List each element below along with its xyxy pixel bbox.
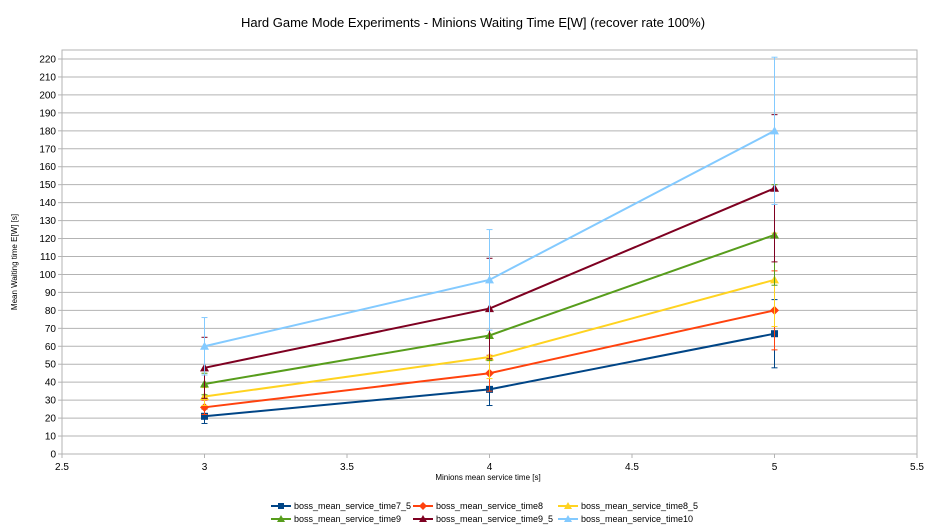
legend-label: boss_mean_service_time7_5 bbox=[294, 501, 411, 511]
legend-item: boss_mean_service_time9_5 bbox=[413, 514, 553, 524]
y-tick-label: 30 bbox=[45, 396, 57, 407]
data-point bbox=[770, 126, 779, 135]
y-tick-label: 20 bbox=[45, 414, 57, 425]
y-tick-label: 80 bbox=[45, 306, 57, 317]
y-tick-label: 0 bbox=[50, 450, 56, 461]
x-tick-label: 3 bbox=[202, 462, 208, 473]
y-tick-label: 190 bbox=[39, 108, 56, 119]
marker-diamond bbox=[419, 502, 427, 510]
x-tick-label: 5.5 bbox=[910, 462, 924, 473]
y-tick-label: 170 bbox=[39, 144, 56, 155]
y-tick-label: 200 bbox=[39, 90, 56, 101]
marker-triangle bbox=[564, 502, 572, 509]
series-boss_mean_service_time10 bbox=[200, 56, 779, 376]
y-tick-label: 70 bbox=[45, 324, 57, 335]
legend-item: boss_mean_service_time8_5 bbox=[558, 501, 698, 511]
y-tick-label: 100 bbox=[39, 270, 56, 281]
y-axis-title: Mean Waiting time E[W] [s] bbox=[10, 214, 19, 310]
x-axis-title: Minions mean service time [s] bbox=[435, 473, 540, 482]
chart-title: Hard Game Mode Experiments - Minions Wai… bbox=[241, 15, 705, 30]
y-tick-label: 90 bbox=[45, 288, 57, 299]
data-point bbox=[200, 341, 209, 350]
legend-label: boss_mean_service_time9 bbox=[294, 514, 401, 524]
y-tick-label: 60 bbox=[45, 342, 57, 353]
legend-item: boss_mean_service_time9 bbox=[271, 514, 401, 524]
y-tick-label: 120 bbox=[39, 234, 56, 245]
data-point bbox=[201, 412, 208, 420]
legend: boss_mean_service_time7_5 boss_mean_servi… bbox=[271, 501, 698, 524]
marker-triangle bbox=[277, 515, 285, 522]
y-tick-label: 50 bbox=[45, 360, 57, 371]
marker-triangle bbox=[419, 515, 427, 522]
legend-label: boss_mean_service_time8_5 bbox=[581, 501, 698, 511]
marker-triangle bbox=[564, 515, 572, 522]
x-tick-label: 5 bbox=[772, 462, 778, 473]
y-tick-label: 40 bbox=[45, 378, 57, 389]
x-tick-label: 2.5 bbox=[55, 462, 69, 473]
x-tick-label: 4.5 bbox=[625, 462, 639, 473]
x-tick-label: 4 bbox=[487, 462, 493, 473]
legend-item: boss_mean_service_time10 bbox=[558, 514, 693, 524]
tick-layer: 0 10 20 30 40 50 60 70 80 90 100 110 120 130 140 150 160… bbox=[39, 55, 924, 474]
y-tick-label: 140 bbox=[39, 198, 56, 209]
legend-label: boss_mean_service_time10 bbox=[581, 514, 693, 524]
legend-label: boss_mean_service_time8 bbox=[436, 501, 543, 511]
y-tick-label: 130 bbox=[39, 216, 56, 227]
y-tick-label: 110 bbox=[40, 252, 56, 263]
data-point bbox=[485, 275, 494, 284]
y-tick-label: 150 bbox=[39, 180, 56, 191]
legend-item: boss_mean_service_time8 bbox=[413, 501, 543, 511]
y-tick-label: 220 bbox=[39, 55, 56, 66]
y-tick-label: 160 bbox=[39, 162, 56, 173]
legend-label: boss_mean_service_time9_5 bbox=[436, 514, 553, 524]
series-layer bbox=[200, 56, 779, 424]
marker-square bbox=[278, 503, 284, 509]
x-tick-label: 3.5 bbox=[340, 462, 354, 473]
y-tick-label: 210 bbox=[39, 72, 56, 83]
y-tick-label: 10 bbox=[45, 432, 57, 443]
legend-item: boss_mean_service_time7_5 bbox=[271, 501, 411, 511]
y-tick-label: 180 bbox=[39, 126, 56, 137]
